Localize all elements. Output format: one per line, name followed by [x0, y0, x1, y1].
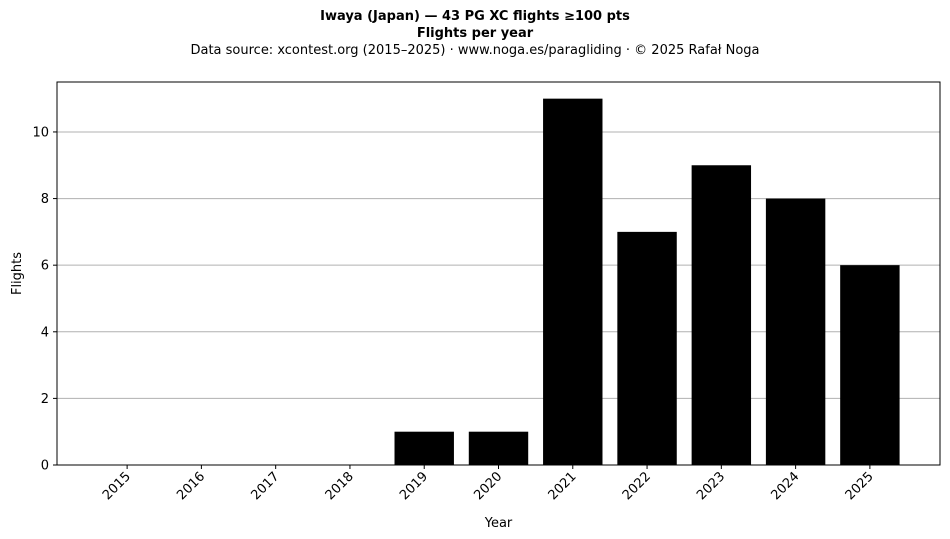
x-tick-label: 2018 — [323, 469, 357, 503]
x-ticks: 2015 2016 2017 2018 2019 2020 2021 2022 2023 2024… — [100, 465, 877, 503]
bar-2020 — [468, 431, 529, 465]
y-tick-label: 2 — [41, 392, 49, 407]
y-tick-label: 10 — [32, 125, 49, 140]
chart-source-line: Data source: xcontest.org (2015–2025) · … — [190, 43, 760, 58]
bar-2021 — [543, 98, 603, 466]
x-tick-label: 2021 — [546, 469, 580, 503]
y-axis-label: Flights — [10, 252, 25, 295]
x-tick-label: 2019 — [397, 469, 431, 503]
chart-titles: Iwaya (Japan) — 43 PG XC flights ≥100 pt… — [0, 8, 950, 59]
bar-2022 — [617, 231, 677, 465]
bar-2025 — [840, 265, 900, 465]
y-tick-label: 6 — [41, 259, 49, 274]
x-tick-label: 2017 — [248, 469, 282, 503]
bar-2019 — [394, 431, 454, 465]
bar-2023 — [691, 165, 752, 465]
bar-2024 — [765, 198, 826, 465]
bars — [394, 98, 900, 466]
y-tick-label: 8 — [41, 192, 49, 207]
chart-title: Iwaya (Japan) — 43 PG XC flights ≥100 pt… — [320, 9, 630, 24]
x-tick-label: 2025 — [843, 469, 877, 503]
x-tick-label: 2016 — [174, 469, 208, 503]
y-tick-label: 4 — [41, 325, 49, 340]
y-tick-label: 0 — [41, 459, 49, 474]
x-tick-label: 2023 — [694, 469, 728, 503]
x-tick-label: 2015 — [100, 469, 134, 503]
x-axis-label: Year — [484, 516, 513, 531]
x-tick-label: 2024 — [768, 469, 802, 503]
x-tick-label: 2020 — [471, 469, 505, 503]
chart-subtitle: Flights per year — [416, 26, 534, 41]
x-tick-label: 2022 — [620, 469, 654, 503]
y-ticks: 0 2 4 6 8 10 — [32, 125, 57, 474]
